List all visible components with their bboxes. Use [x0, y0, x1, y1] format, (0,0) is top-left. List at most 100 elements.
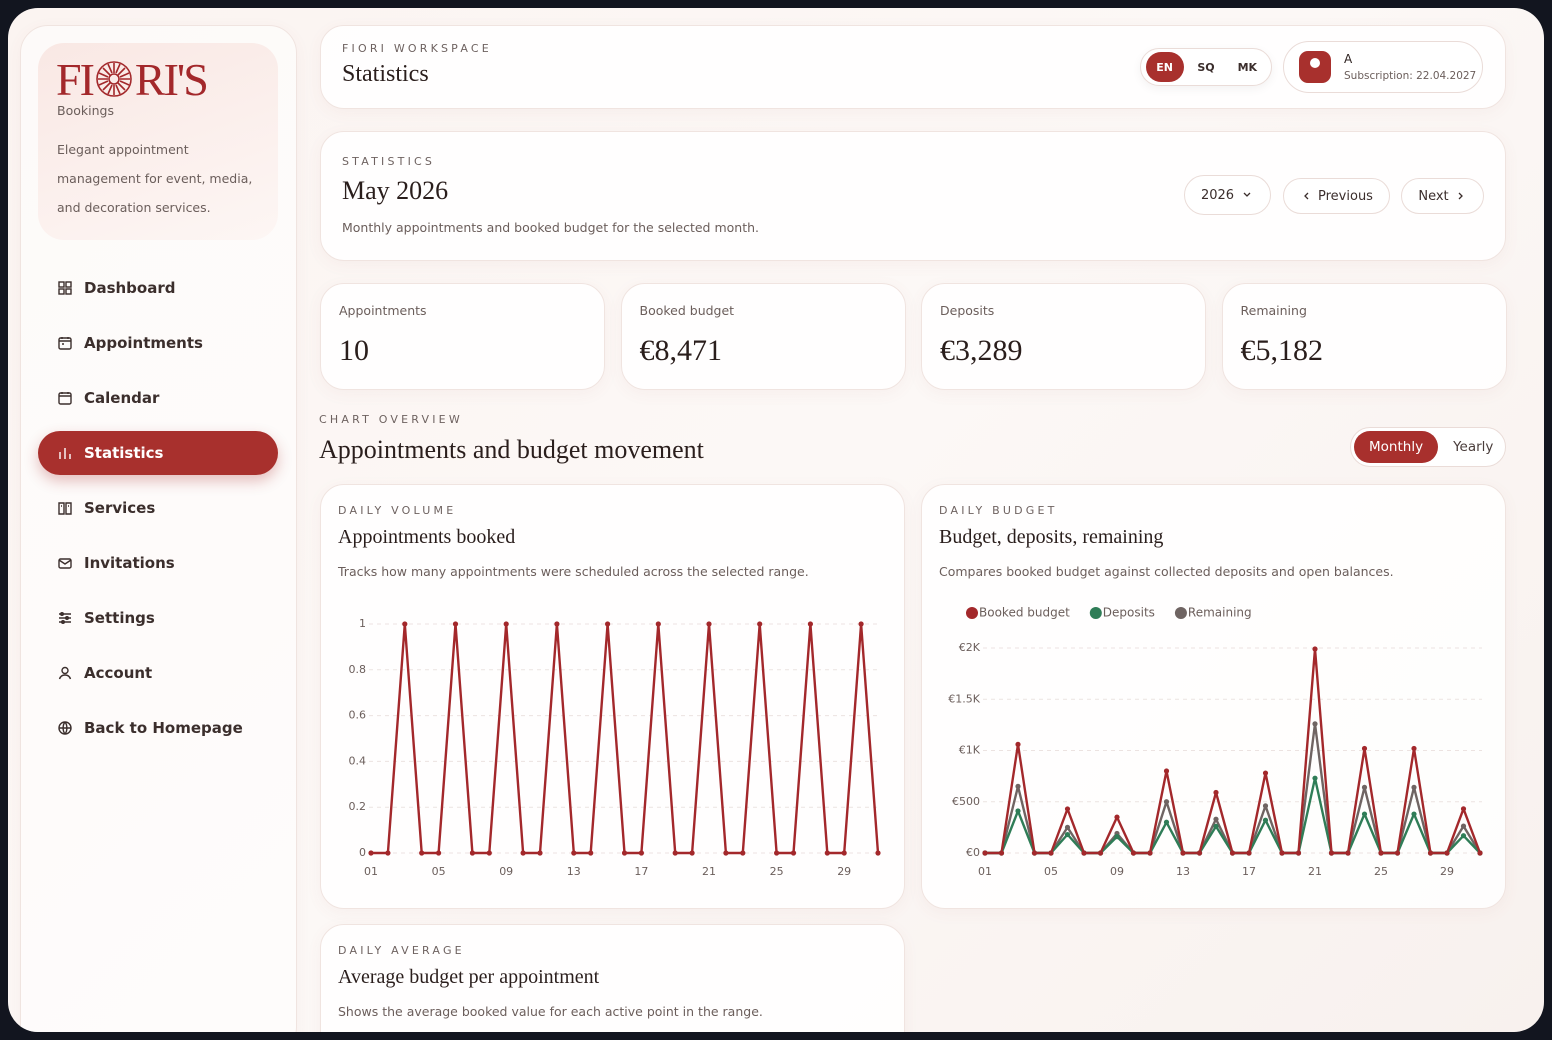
kpi-value: €5,182	[1240, 334, 1324, 367]
chart-title: Budget, deposits, remaining	[939, 526, 1164, 548]
toggle-option[interactable]: Yearly	[1453, 439, 1494, 455]
data-point	[1312, 775, 1318, 781]
logo-text: RI'S	[134, 53, 209, 105]
kpi-label: Remaining	[1240, 303, 1307, 318]
nav-item[interactable]: Calendar	[38, 376, 278, 420]
data-point	[1114, 834, 1120, 840]
data-point	[537, 850, 543, 856]
data-point	[1064, 824, 1071, 830]
nav-label: Dashboard	[84, 279, 176, 297]
brand-description: Elegant appointment management for event…	[57, 142, 253, 215]
chevron	[1243, 192, 1251, 197]
nav-icon	[58, 502, 72, 515]
data-point	[723, 850, 729, 856]
data-point	[1460, 833, 1467, 839]
legend-swatch	[1089, 607, 1102, 619]
language[interactable]: MK	[1237, 60, 1258, 74]
data-point	[1262, 803, 1269, 809]
data-point	[672, 850, 678, 856]
user-pill[interactable]: A Subscription: 22.04.2027	[1283, 41, 1483, 93]
logo-text: FI	[56, 53, 95, 105]
data-point	[1015, 808, 1021, 814]
data-point	[1262, 770, 1269, 776]
nav-label: Account	[84, 664, 153, 682]
previous-button[interactable]: Previous	[1283, 178, 1390, 214]
nav-label: Invitations	[84, 554, 175, 572]
legend-label: Remaining	[1188, 606, 1252, 620]
data-point	[486, 850, 492, 856]
data-point	[1361, 745, 1368, 752]
nav-item[interactable]: Appointments	[38, 321, 278, 365]
data-point	[774, 850, 780, 856]
nav-icon	[58, 337, 72, 350]
nav-item[interactable]: Invitations	[38, 541, 278, 585]
kpi-label: Deposits	[940, 303, 995, 318]
nav-item[interactable]: Back to Homepage	[38, 706, 278, 750]
data-point	[1114, 814, 1120, 820]
year-select[interactable]: 2026	[1184, 175, 1271, 215]
data-point	[1477, 850, 1483, 856]
language-switch: EN SQ MK	[1140, 48, 1272, 86]
x-tick-label: 17	[634, 865, 648, 878]
nav-label: Back to Homepage	[84, 719, 243, 737]
y-tick-label: €2K	[959, 641, 981, 654]
x-tick-label: 01	[978, 865, 992, 878]
header-title: Statistics	[342, 61, 429, 87]
nav-icon	[58, 558, 72, 569]
data-point	[1444, 850, 1450, 856]
charts-layer: 0 0.2 0.4 0.6 0.8 1 01 05 09 13 17 21 25 29 €0 €500 €1K €…	[349, 606, 1483, 878]
language[interactable]: EN	[1145, 52, 1184, 82]
brand-subtitle: Bookings	[57, 103, 114, 118]
data-point	[1031, 850, 1038, 856]
y-tick-label: €0	[966, 846, 980, 859]
nav-icon	[58, 721, 72, 735]
data-point	[368, 850, 374, 856]
logo: FI RI'S	[56, 53, 209, 105]
data-point	[452, 621, 459, 627]
nav-label: Calendar	[84, 389, 160, 407]
data-point	[1427, 850, 1434, 856]
nav-item[interactable]: Services	[38, 486, 278, 530]
data-point	[1081, 850, 1087, 856]
data-point	[1048, 850, 1054, 856]
data-point	[1279, 850, 1285, 856]
nav-item[interactable]: Account	[38, 651, 278, 695]
data-point	[1262, 817, 1269, 823]
app: FI RI'S Bookings Elegant appointment man…	[8, 8, 1544, 1032]
next-button[interactable]: Next	[1401, 178, 1484, 214]
x-tick-label: 13	[1176, 865, 1190, 878]
chart-subtitle: Compares booked budget against collected…	[939, 564, 1394, 579]
nav-item[interactable]: Settings	[38, 596, 278, 640]
kpi-card: Remaining €5,182	[1221, 283, 1507, 390]
data-point	[469, 850, 475, 856]
previous-label: Previous	[1318, 188, 1373, 204]
toggle-option[interactable]: Monthly	[1354, 431, 1439, 463]
data-point	[1229, 850, 1236, 856]
data-point	[1295, 850, 1302, 856]
data-point	[790, 850, 797, 856]
data-point	[1411, 784, 1417, 791]
nav-item[interactable]: Statistics	[38, 431, 278, 475]
data-point	[1196, 850, 1203, 856]
data-point	[1213, 823, 1219, 829]
nav-icon	[58, 392, 72, 405]
x-tick-label: 05	[1044, 865, 1058, 878]
data-point	[875, 850, 881, 856]
language[interactable]: SQ	[1197, 60, 1215, 74]
data-point	[1213, 816, 1219, 822]
data-point	[982, 850, 988, 856]
data-point	[520, 850, 526, 856]
subscription: Subscription: 22.04.2027	[1344, 70, 1477, 82]
data-point	[1130, 850, 1137, 856]
data-point	[1097, 850, 1104, 856]
legend-label: Deposits	[1103, 606, 1155, 620]
data-point	[1015, 741, 1021, 747]
y-tick-label: 0	[359, 846, 366, 859]
data-point	[740, 850, 746, 856]
data-point	[807, 621, 814, 627]
kpi-card: Appointments 10	[320, 283, 605, 390]
nav-item[interactable]: Dashboard	[38, 266, 278, 310]
nav-icon	[58, 666, 72, 680]
chart-card	[921, 484, 1506, 909]
data-point	[1460, 823, 1467, 829]
